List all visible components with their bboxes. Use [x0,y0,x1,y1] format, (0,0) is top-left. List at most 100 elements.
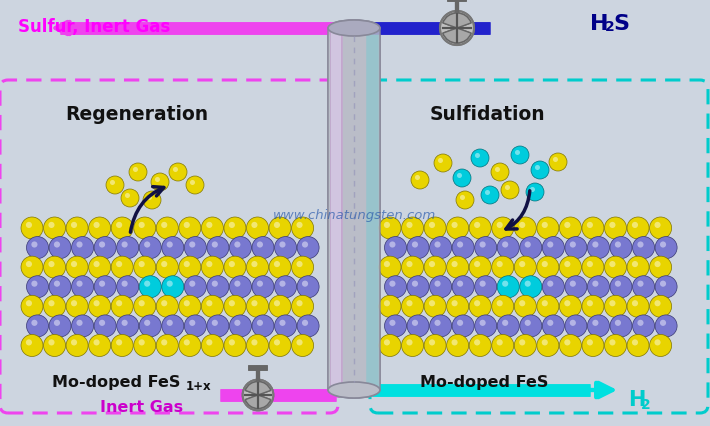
Circle shape [151,173,169,191]
Circle shape [435,281,441,287]
Circle shape [520,276,542,298]
Circle shape [116,261,122,267]
Circle shape [280,242,285,248]
Circle shape [592,242,599,248]
Circle shape [297,236,319,259]
Circle shape [54,242,60,248]
Circle shape [72,315,94,337]
Circle shape [559,295,581,317]
Circle shape [615,242,621,248]
Circle shape [604,334,626,357]
Circle shape [650,256,672,278]
Circle shape [43,334,65,357]
Circle shape [514,217,536,239]
Circle shape [43,217,65,239]
Circle shape [26,276,48,298]
Circle shape [269,334,291,357]
Circle shape [207,236,229,259]
Circle shape [133,167,138,172]
Circle shape [547,281,553,287]
Circle shape [48,261,55,267]
Ellipse shape [328,20,380,36]
Circle shape [435,320,441,326]
Circle shape [627,217,649,239]
Circle shape [492,217,514,239]
Circle shape [72,236,94,259]
Circle shape [297,222,302,228]
Circle shape [184,222,190,228]
Circle shape [633,236,655,259]
Circle shape [161,261,168,267]
Circle shape [251,340,258,345]
Circle shape [615,320,621,326]
Circle shape [384,340,390,345]
Circle shape [246,256,268,278]
Circle shape [430,236,452,259]
Circle shape [429,300,435,306]
Circle shape [497,315,519,337]
Wedge shape [443,13,471,28]
Text: H: H [628,390,645,410]
Circle shape [49,236,71,259]
Circle shape [638,242,643,248]
Circle shape [212,242,218,248]
Ellipse shape [328,382,380,398]
Circle shape [162,236,184,259]
Circle shape [121,320,128,326]
Circle shape [49,315,71,337]
Circle shape [415,175,420,180]
Circle shape [143,191,161,209]
Circle shape [189,242,195,248]
Circle shape [655,222,660,228]
Circle shape [406,300,413,306]
Circle shape [430,315,452,337]
Circle shape [385,315,407,337]
Circle shape [94,340,99,345]
Ellipse shape [328,382,380,398]
Circle shape [133,295,155,317]
Circle shape [133,256,155,278]
Circle shape [549,153,567,171]
Circle shape [139,276,161,298]
Circle shape [627,334,649,357]
Circle shape [565,276,587,298]
Wedge shape [246,395,271,409]
Circle shape [234,242,241,248]
Circle shape [384,222,390,228]
Circle shape [26,315,48,337]
Circle shape [650,295,672,317]
Circle shape [162,276,184,298]
Circle shape [207,315,229,337]
Circle shape [169,163,187,181]
Circle shape [542,222,548,228]
Circle shape [379,295,401,317]
Circle shape [447,217,469,239]
Text: 1+x: 1+x [186,380,212,393]
Circle shape [129,163,147,181]
Circle shape [179,295,201,317]
Circle shape [569,320,576,326]
Bar [331,30,341,388]
Circle shape [520,315,542,337]
Circle shape [475,153,480,158]
Circle shape [537,217,559,239]
Circle shape [94,315,116,337]
Circle shape [412,320,418,326]
Circle shape [559,256,581,278]
Circle shape [251,222,258,228]
Circle shape [26,261,32,267]
Circle shape [99,242,105,248]
Circle shape [274,261,280,267]
Circle shape [452,276,474,298]
Circle shape [379,334,401,357]
Circle shape [297,315,319,337]
Circle shape [474,300,480,306]
Circle shape [407,276,429,298]
Circle shape [496,340,503,345]
Wedge shape [443,28,471,43]
Circle shape [402,256,424,278]
Circle shape [251,300,258,306]
Circle shape [246,334,268,357]
Circle shape [234,320,241,326]
Circle shape [655,261,660,267]
